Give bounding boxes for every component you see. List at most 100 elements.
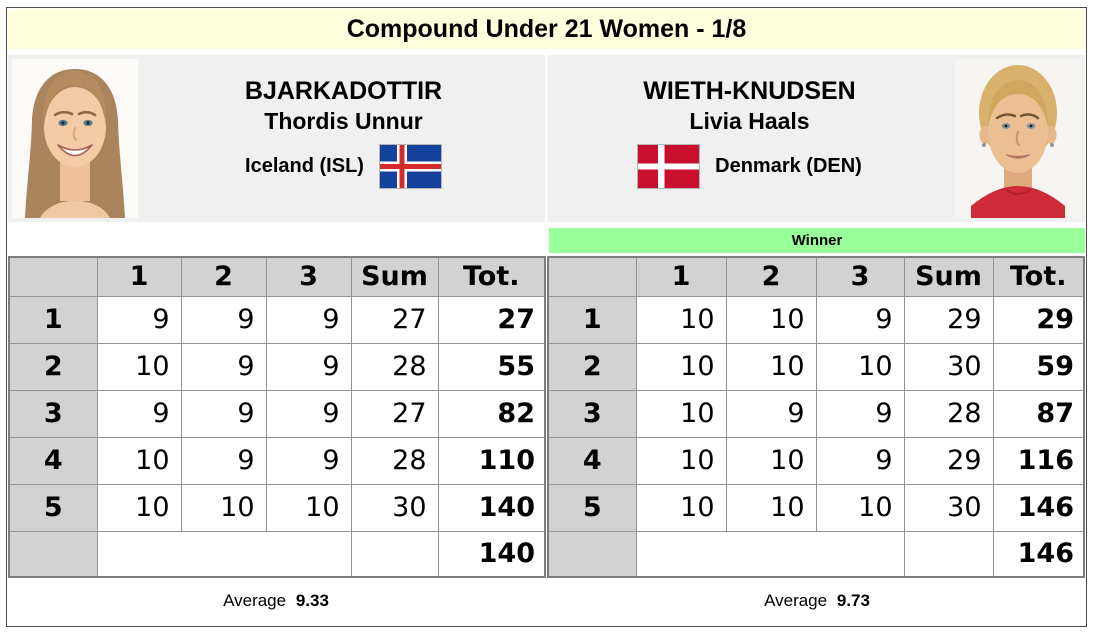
score-table-left: 1 2 3 Sum Tot. 1 9 9 9 27 27 2 10 9 9 28 55 3 9 9 9 27 82 4 10 9 9… bbox=[8, 256, 546, 578]
end-sum: 27 bbox=[350, 389, 439, 438]
arrow-1-score: 10 bbox=[96, 483, 182, 532]
end-sum: 28 bbox=[903, 389, 994, 438]
score-row: 5 10 10 10 30 140 bbox=[8, 483, 546, 532]
end-sum: 28 bbox=[350, 436, 439, 485]
players-row: BJARKADOTTIR Thordis Unnur Iceland (ISL) bbox=[8, 55, 1085, 222]
column-header: 3 bbox=[815, 256, 905, 297]
average-value: 9.73 bbox=[836, 591, 870, 610]
denmark-flag-icon bbox=[637, 144, 701, 189]
athlete-info-right: WIETH-KNUDSEN Livia Haals Denmark (DEN) bbox=[548, 55, 951, 222]
athlete-surname: BJARKADOTTIR bbox=[244, 77, 443, 105]
running-total: 55 bbox=[437, 342, 546, 391]
final-total: 140 bbox=[437, 530, 546, 578]
arrow-2-score: 9 bbox=[180, 436, 267, 485]
empty-cell bbox=[635, 530, 905, 578]
arrow-1-score: 10 bbox=[635, 295, 727, 344]
end-sum: 29 bbox=[903, 436, 994, 485]
running-total: 110 bbox=[437, 436, 546, 485]
athlete-info-left: BJARKADOTTIR Thordis Unnur Iceland (ISL) bbox=[142, 55, 545, 222]
arrow-3-score: 9 bbox=[265, 389, 352, 438]
running-total: 82 bbox=[437, 389, 546, 438]
arrow-3-score: 9 bbox=[815, 389, 905, 438]
arrow-3-score: 9 bbox=[265, 295, 352, 344]
running-total: 27 bbox=[437, 295, 546, 344]
arrow-2-score: 9 bbox=[180, 295, 267, 344]
country-label: Iceland (ISL) bbox=[245, 155, 364, 177]
final-row: 146 bbox=[547, 530, 1085, 578]
end-number: 3 bbox=[8, 389, 98, 438]
athlete-given-name: Livia Haals bbox=[689, 108, 810, 134]
empty-sum-cell bbox=[350, 530, 439, 578]
arrow-3-score: 9 bbox=[815, 295, 905, 344]
column-header: Tot. bbox=[437, 256, 546, 297]
arrow-2-score: 9 bbox=[180, 389, 267, 438]
column-header bbox=[547, 256, 637, 297]
score-tables: 1 2 3 Sum Tot. 1 9 9 9 27 27 2 10 9 9 28 55 3 9 9 9 27 82 4 10 9 9… bbox=[8, 256, 1085, 578]
end-number: 2 bbox=[547, 342, 637, 391]
scoreboard: Compound Under 21 Women - 1/8 bbox=[6, 7, 1087, 627]
match-title: Compound Under 21 Women - 1/8 bbox=[346, 15, 747, 43]
score-row: 5 10 10 10 30 146 bbox=[547, 483, 1085, 532]
end-number: 3 bbox=[547, 389, 637, 438]
athlete-surname: WIETH-KNUDSEN bbox=[643, 77, 856, 105]
column-header: 2 bbox=[180, 256, 267, 297]
score-row: 3 9 9 9 27 82 bbox=[8, 389, 546, 438]
arrow-3-score: 9 bbox=[815, 436, 905, 485]
winner-banner: Winner bbox=[549, 228, 1085, 253]
header-row: 1 2 3 Sum Tot. bbox=[547, 256, 1085, 297]
arrow-3-score: 10 bbox=[265, 483, 352, 532]
running-total: 59 bbox=[992, 342, 1085, 391]
arrow-2-score: 10 bbox=[725, 295, 817, 344]
arrow-2-score: 10 bbox=[725, 436, 817, 485]
arrow-1-score: 10 bbox=[635, 436, 727, 485]
winner-row: Winner bbox=[8, 228, 1085, 253]
end-sum: 30 bbox=[350, 483, 439, 532]
end-number: 1 bbox=[8, 295, 98, 344]
end-number: 5 bbox=[8, 483, 98, 532]
arrow-3-score: 10 bbox=[815, 342, 905, 391]
final-total: 146 bbox=[992, 530, 1085, 578]
end-number: 1 bbox=[547, 295, 637, 344]
average-label: Average bbox=[764, 591, 828, 610]
score-row: 2 10 10 10 30 59 bbox=[547, 342, 1085, 391]
athlete-photo-left bbox=[12, 59, 138, 218]
iceland-flag-icon bbox=[378, 144, 442, 189]
arrow-1-score: 10 bbox=[635, 342, 727, 391]
country-label: Denmark (DEN) bbox=[715, 155, 862, 177]
empty-sum-cell bbox=[903, 530, 994, 578]
arrow-1-score: 10 bbox=[96, 342, 182, 391]
average-left: Average 9.33 bbox=[8, 591, 544, 611]
empty-cell bbox=[96, 530, 352, 578]
arrow-3-score: 9 bbox=[265, 436, 352, 485]
score-row: 4 10 10 9 29 116 bbox=[547, 436, 1085, 485]
end-sum: 30 bbox=[903, 342, 994, 391]
arrow-1-score: 9 bbox=[96, 389, 182, 438]
average-label: Average bbox=[223, 591, 287, 610]
column-header: 3 bbox=[265, 256, 352, 297]
player-card-right: WIETH-KNUDSEN Livia Haals Denmark (DEN) bbox=[548, 55, 1085, 222]
end-number: 4 bbox=[8, 436, 98, 485]
athlete-given-name: Thordis Unnur bbox=[264, 108, 423, 134]
end-number bbox=[8, 530, 98, 578]
arrow-2-score: 9 bbox=[725, 389, 817, 438]
end-sum: 30 bbox=[903, 483, 994, 532]
match-title-bar: Compound Under 21 Women - 1/8 bbox=[8, 9, 1085, 49]
end-sum: 27 bbox=[350, 295, 439, 344]
end-sum: 28 bbox=[350, 342, 439, 391]
average-value: 9.33 bbox=[295, 591, 329, 610]
column-header bbox=[8, 256, 98, 297]
arrow-1-score: 9 bbox=[96, 295, 182, 344]
column-header: 1 bbox=[96, 256, 182, 297]
final-row: 140 bbox=[8, 530, 546, 578]
end-number: 4 bbox=[547, 436, 637, 485]
score-row: 3 10 9 9 28 87 bbox=[547, 389, 1085, 438]
column-header: 2 bbox=[725, 256, 817, 297]
running-total: 140 bbox=[437, 483, 546, 532]
score-row: 1 10 10 9 29 29 bbox=[547, 295, 1085, 344]
end-number: 2 bbox=[8, 342, 98, 391]
athlete-portrait-icon bbox=[12, 59, 138, 218]
score-row: 2 10 9 9 28 55 bbox=[8, 342, 546, 391]
score-row: 1 9 9 9 27 27 bbox=[8, 295, 546, 344]
running-total: 87 bbox=[992, 389, 1085, 438]
end-number bbox=[547, 530, 637, 578]
